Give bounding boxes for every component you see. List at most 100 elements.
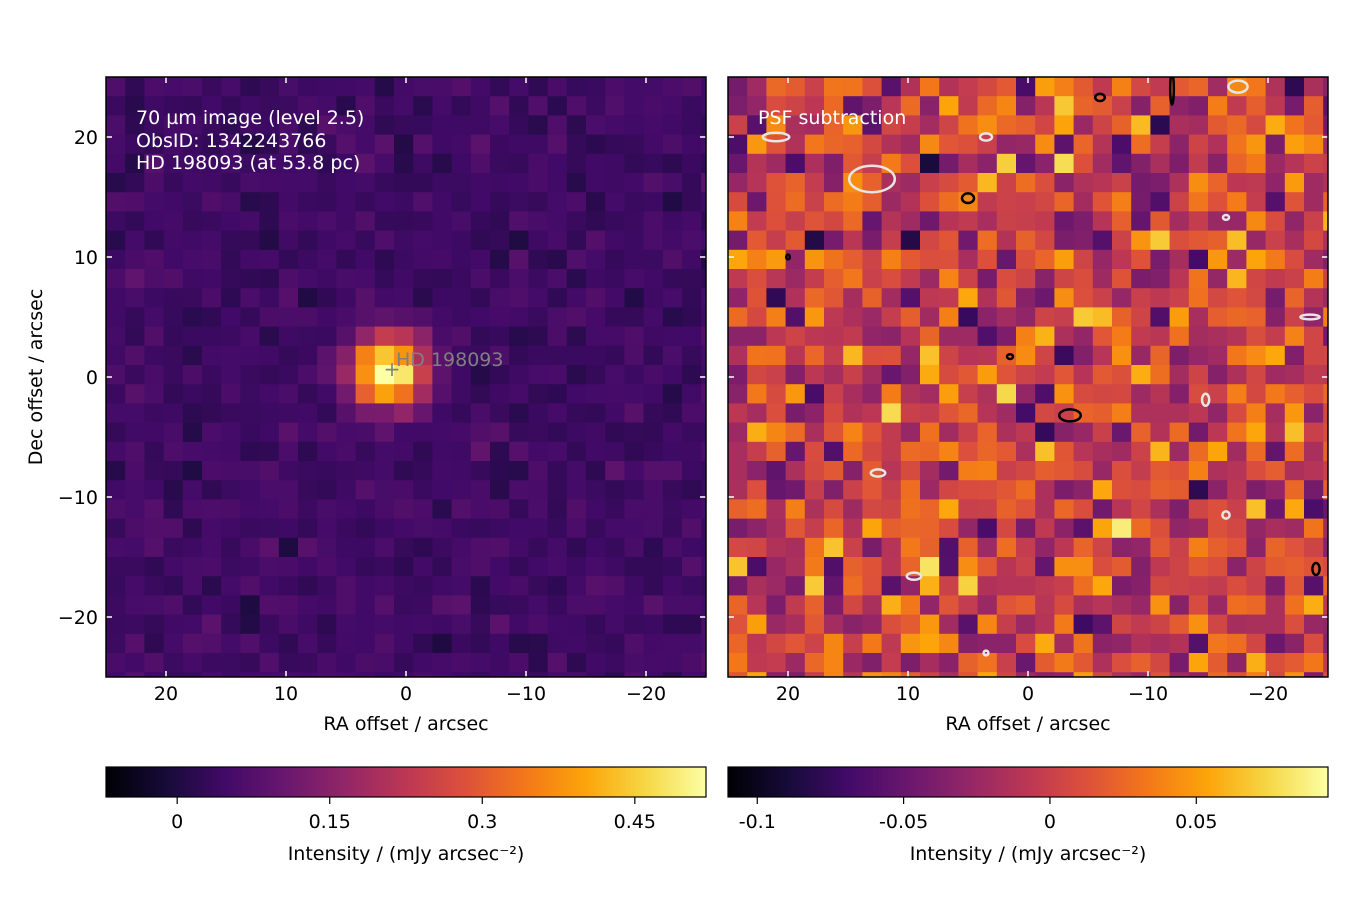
heatmap-cell: [298, 326, 318, 347]
heatmap-cell: [586, 211, 606, 232]
residual-cell: [1150, 134, 1171, 155]
residual-cell: [1073, 384, 1094, 404]
heatmap-cell: [336, 192, 357, 212]
heatmap-cell: [221, 595, 241, 616]
residual-cell: [1131, 134, 1151, 155]
heatmap-cell: [221, 480, 241, 500]
heatmap-cell: [259, 134, 280, 155]
heatmap-cell: [163, 249, 184, 270]
residual-cell: [824, 557, 844, 577]
residual-cell: [1304, 96, 1324, 116]
residual-cell: [1112, 672, 1132, 677]
heatmap-cell: [278, 96, 299, 116]
heatmap-cell: [278, 153, 299, 174]
heatmap-cell: [374, 326, 395, 347]
residual-cell: [1112, 653, 1132, 673]
residual-cell: [1073, 499, 1094, 520]
residual-cell: [1131, 576, 1151, 596]
heatmap-cell: [240, 307, 261, 328]
heatmap-cell: [528, 77, 549, 97]
heatmap-cell: [547, 77, 568, 97]
heatmap-cell: [336, 557, 357, 577]
heatmap-cell: [374, 153, 395, 174]
heatmap-cell: [125, 691, 145, 711]
residual-cell: [1131, 326, 1151, 347]
residual-cell: [1054, 672, 1075, 677]
residual-cell: [1035, 77, 1055, 97]
heatmap-cell: [394, 211, 414, 232]
heatmap-cell: [547, 115, 568, 136]
heatmap-cell: [413, 96, 433, 116]
heatmap-cell: [202, 672, 222, 677]
residual-cell: [1016, 211, 1036, 232]
heatmap-cell: [432, 633, 453, 654]
residual-cell: [1323, 653, 1328, 673]
heatmap-cell: [336, 441, 357, 462]
heatmap-cell: [240, 691, 260, 711]
residual-cell: [1054, 230, 1075, 251]
heatmap-cell: [547, 192, 568, 212]
contour-line: [978, 132, 994, 142]
residual-cell: [1284, 365, 1305, 385]
residual-cell: [1073, 576, 1094, 596]
residual-cell: [1150, 288, 1171, 308]
heatmap-cell: [163, 326, 184, 347]
heatmap-cell: [432, 307, 453, 328]
residual-cell: [977, 211, 998, 232]
residual-cell: [1016, 499, 1036, 520]
heatmap-cell: [240, 422, 261, 443]
heatmap-cell: [528, 249, 549, 270]
heatmap-cell: [394, 422, 414, 443]
residual-cell: [1304, 518, 1324, 539]
heatmap-cell: [163, 653, 184, 673]
residual-cell: [785, 576, 806, 596]
heatmap-cell: [298, 96, 318, 116]
residual-cell: [1284, 192, 1305, 212]
residual-cell: [862, 249, 883, 270]
heatmap-cell: [547, 249, 568, 270]
residual-cell: [1265, 153, 1286, 174]
residual-cell: [1035, 537, 1055, 558]
residual-cell: [1265, 461, 1286, 481]
heatmap-cell: [470, 480, 491, 500]
heatmap-cell: [374, 192, 395, 212]
heatmap-cell: [605, 96, 625, 116]
heatmap-cell: [470, 345, 491, 366]
residual-cell: [920, 211, 940, 232]
residual-cell: [996, 115, 1017, 136]
heatmap-cell: [298, 249, 318, 270]
left-x-axis-label: RA offset / arcsec: [323, 713, 488, 735]
heatmap-cell: [221, 345, 241, 366]
heatmap-cell: [432, 326, 453, 347]
residual-cell: [747, 326, 767, 347]
contour-line: [982, 649, 990, 657]
residual-cell: [728, 461, 748, 481]
residual-cell: [1035, 96, 1055, 116]
residual-cell: [804, 653, 825, 673]
heatmap-cell: [547, 307, 568, 328]
residual-cell: [747, 307, 767, 328]
heatmap-cell: [163, 269, 184, 289]
residual-cell: [843, 403, 863, 424]
residual-cell: [824, 691, 844, 711]
residual-cell: [977, 115, 998, 136]
residual-cell: [977, 269, 998, 289]
heatmap-cell: [259, 269, 280, 289]
residual-cell: [1265, 96, 1286, 116]
heatmap-cell: [144, 77, 165, 97]
heatmap-cell: [682, 345, 702, 366]
residual-cell: [900, 403, 921, 424]
residual-cell: [862, 326, 883, 347]
residual-cell: [1016, 595, 1036, 616]
residual-cell: [1246, 595, 1267, 616]
heatmap-cell: [643, 153, 664, 174]
residual-cell: [1246, 672, 1267, 677]
residual-cell: [728, 480, 748, 500]
heatmap-cell: [163, 499, 184, 520]
heatmap-cell: [125, 672, 145, 677]
left-colorbar: 0 0.15 0.3 0.45 Intensity / (mJy arcsec⁻²): [105, 766, 707, 865]
residual-cell: [1112, 365, 1132, 385]
residual-cell: [1016, 365, 1036, 385]
residual-cell: [1016, 422, 1036, 443]
heatmap-cell: [624, 537, 645, 558]
